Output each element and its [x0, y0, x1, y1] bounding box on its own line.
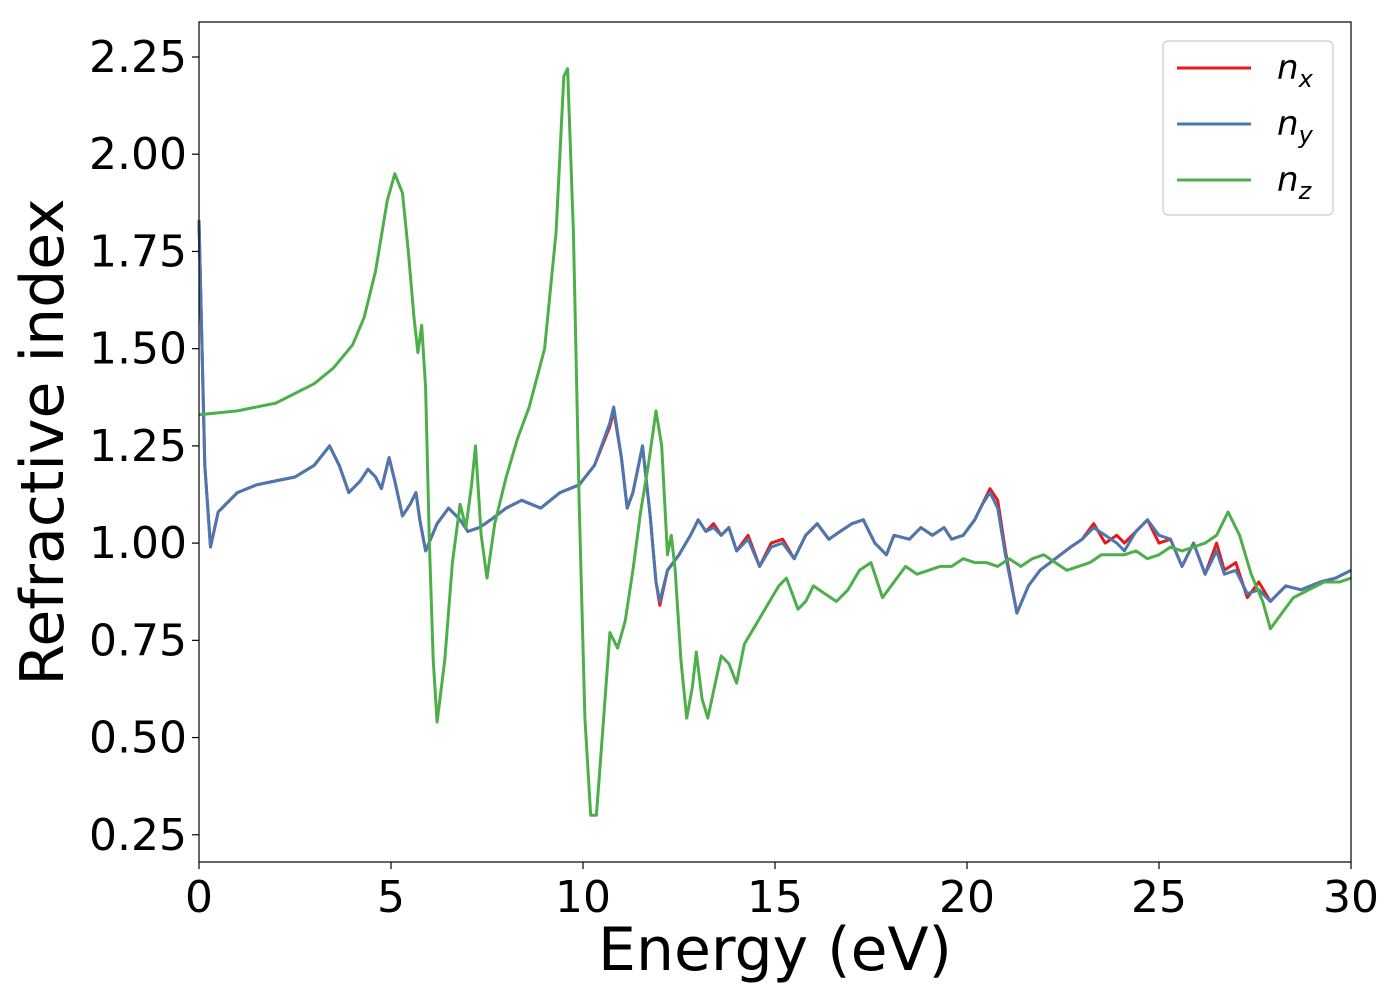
y-tick-label: 0.50: [89, 713, 187, 764]
x-tick-label: 25: [1131, 872, 1187, 923]
x-tick-label: 10: [555, 872, 611, 923]
x-tick-label: 15: [747, 872, 803, 923]
x-tick-label: 0: [185, 872, 213, 923]
legend-label-subscript: z: [1298, 177, 1313, 205]
y-tick-label: 2.25: [89, 32, 187, 83]
legend-label-base: n: [1277, 48, 1299, 88]
x-axis-ticks: 0 5 10 15 20 25 30: [185, 862, 1379, 923]
x-tick-label: 20: [939, 872, 995, 923]
y-tick-label: 1.25: [89, 421, 187, 472]
y-tick-label: 1.75: [89, 226, 187, 277]
y-axis-ticks: 0.25 0.50 0.75 1.00 1.25 1.50 1.75 2.00 2.25: [89, 32, 199, 861]
legend-label-x: nx: [1277, 48, 1314, 93]
y-tick-label: 0.75: [89, 615, 187, 666]
x-tick-label: 5: [377, 872, 405, 923]
y-axis-label: Refractive index: [8, 198, 78, 685]
x-axis-label: Energy (eV): [598, 915, 952, 985]
y-tick-label: 1.50: [89, 324, 187, 375]
legend-label-base: n: [1277, 160, 1299, 200]
y-tick-label: 0.25: [89, 810, 187, 861]
legend-label-subscript: x: [1298, 65, 1314, 93]
legend-label-y: ny: [1277, 104, 1314, 149]
y-tick-label: 2.00: [89, 129, 187, 180]
legend-label-base: n: [1277, 104, 1299, 144]
series-line-z: [198, 67, 1352, 817]
legend-box: [1162, 40, 1334, 216]
y-tick-label: 1.00: [89, 518, 187, 569]
plot-lines: [197, 67, 1352, 817]
legend-label-subscript: y: [1298, 121, 1314, 149]
x-tick-label: 30: [1323, 872, 1379, 923]
legend-label-z: nz: [1277, 160, 1313, 205]
series-line-y: [197, 220, 1352, 615]
